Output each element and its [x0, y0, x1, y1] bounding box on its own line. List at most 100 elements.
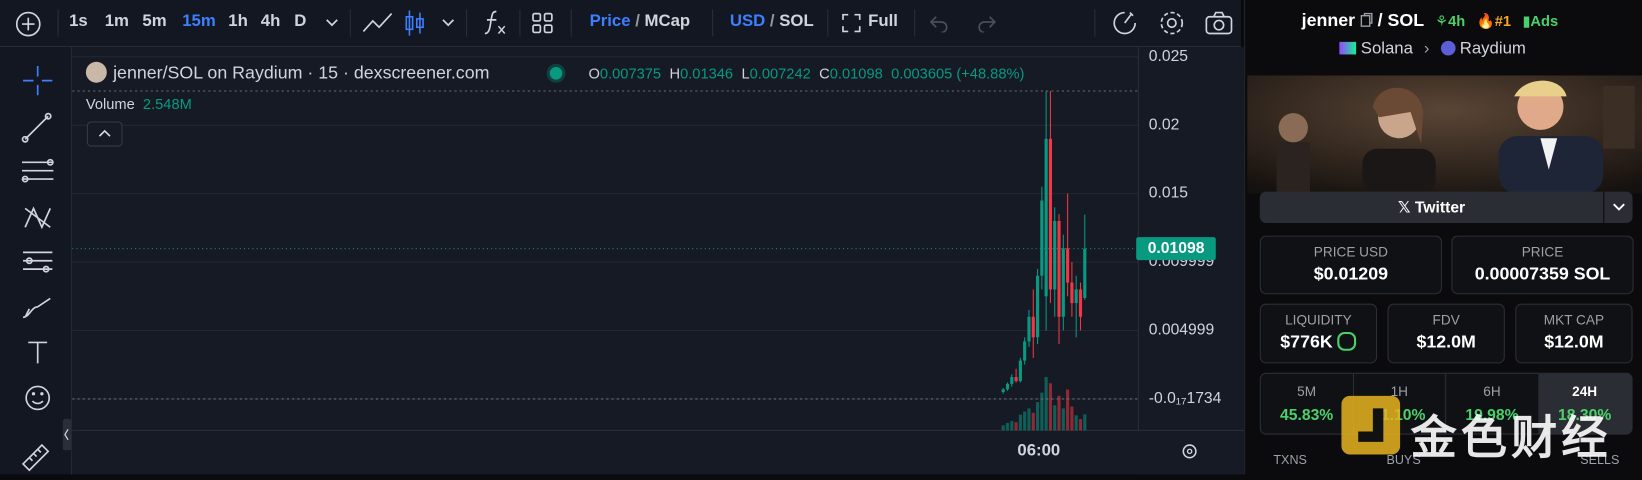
crosshair-tool[interactable]	[23, 65, 53, 96]
interval-button[interactable]: D	[294, 12, 307, 31]
legend-row: jenner/SOL on Raydium · 15 · dexscreener…	[85, 61, 490, 84]
candle-body	[1014, 377, 1018, 382]
mcap-option[interactable]: MCap	[644, 12, 691, 31]
measure-tool[interactable]	[21, 443, 50, 472]
volume-bar	[1066, 389, 1070, 431]
price-mcap-toggle[interactable]: Price / MCap	[590, 13, 691, 32]
volume-bar	[1014, 422, 1018, 431]
dex-name[interactable]: Raydium	[1459, 39, 1526, 58]
collapse-chevron	[98, 129, 111, 137]
drawing-toolbar	[0, 47, 73, 475]
y-tick-label: 0.015	[1149, 185, 1189, 202]
settings-icon[interactable]	[1158, 9, 1185, 36]
ohlc-values: O0.007375 H0.01346 L0.007242 C0.01098 0.0036…	[589, 65, 1025, 82]
undo-icon[interactable]	[929, 14, 950, 33]
volume-legend: Volume 2.548M	[86, 95, 192, 112]
candle-body	[1048, 138, 1053, 290]
interval-button[interactable]: 15m	[182, 12, 216, 31]
brush-tool[interactable]	[22, 297, 51, 319]
interval-button[interactable]: 1h	[228, 12, 248, 31]
pair-sidebar: jenner / SOL ⚘4h 🔥#1 ▮Ads Solana › Raydi…	[1244, 0, 1642, 475]
candle-body	[1018, 360, 1022, 382]
candle-body	[1078, 289, 1083, 317]
token-header-image	[1247, 75, 1642, 194]
mkt-cap-label: MKT CAP	[1543, 312, 1605, 328]
change-tab[interactable]: 24H 18.30%	[1538, 373, 1632, 434]
text-tool[interactable]	[28, 341, 48, 364]
liquidity-value-row: $776K	[1261, 331, 1376, 353]
liquidity-value: $776K	[1280, 331, 1333, 352]
currency-toggle[interactable]: USD / SOL	[730, 13, 814, 32]
dropdown-chevron	[1613, 203, 1625, 211]
fdv-label: FDV	[1432, 312, 1460, 328]
ohlc-change: 0.003605 (+48.88%)	[891, 64, 1025, 82]
price-value: 0.00007359 SOL	[1474, 263, 1611, 284]
price-usd-label: PRICE USD	[1313, 243, 1388, 260]
lock-icon	[1337, 331, 1357, 351]
candle-body	[1083, 248, 1087, 298]
add-indicator-icon[interactable]	[15, 10, 42, 37]
price-option[interactable]: Price	[589, 12, 631, 31]
candle-body	[1001, 389, 1005, 393]
pair-title: jenner / SOL ⚘4h 🔥#1 ▮Ads	[1302, 10, 1558, 31]
socials-dropdown[interactable]	[1603, 191, 1633, 224]
indicators-icon[interactable]	[482, 8, 509, 37]
twitter-button[interactable]: 𝕏 Twitter	[1259, 191, 1633, 224]
collapse-legend-button[interactable]	[86, 121, 123, 147]
liquidity-box: LIQUIDITY $776K	[1259, 303, 1378, 364]
pattern-tool[interactable]	[24, 206, 52, 230]
collapse-tab[interactable]	[62, 418, 72, 451]
y-tick-label: 0.025	[1149, 48, 1189, 65]
candle-body	[1053, 220, 1057, 290]
axis-settings-icon[interactable]	[1182, 444, 1197, 459]
interval-button[interactable]: 1s	[69, 12, 88, 31]
chart-type-dropdown[interactable]	[441, 17, 456, 30]
usd-option[interactable]: USD	[729, 12, 766, 31]
sells-header: SELLS	[1580, 452, 1620, 468]
fullscreen-icon[interactable]	[842, 13, 861, 33]
candle-chart-icon[interactable]	[403, 8, 426, 37]
solana-icon	[1339, 41, 1357, 55]
mkt-cap-value: $12.0M	[1544, 331, 1604, 352]
ohlc-value: 0.007242	[749, 64, 811, 82]
volume-bar	[1048, 383, 1053, 431]
interval-button[interactable]: 1m	[104, 12, 129, 31]
quote-symbol: / SOL	[1377, 10, 1424, 31]
ads-label: Ads	[1530, 12, 1559, 30]
fdv-value: $12.0M	[1416, 331, 1476, 352]
redo-icon[interactable]	[976, 14, 997, 33]
interval-dropdown[interactable]	[325, 17, 340, 30]
y-tick-label: -0.0₁₇1734	[1149, 390, 1222, 407]
screenshot-icon[interactable]	[1204, 10, 1233, 35]
emoji-tool[interactable]	[25, 385, 51, 411]
replay-icon[interactable]	[1111, 9, 1138, 36]
ohlc-value: 0.007375	[599, 64, 662, 82]
fullscreen-button[interactable]: Full	[868, 12, 898, 31]
change-tab[interactable]: 6H 19.98%	[1446, 373, 1539, 434]
ohlc-key: H	[669, 64, 681, 82]
change-tab[interactable]: 5M 45.83%	[1261, 373, 1354, 434]
last-price-label: 0.01098	[1148, 240, 1205, 257]
interval-button[interactable]: 5m	[142, 12, 167, 31]
change-period: 6H	[1483, 383, 1501, 399]
chain-name[interactable]: Solana	[1360, 39, 1413, 58]
slash: /	[769, 12, 775, 31]
price-axis-bg	[1138, 47, 1245, 475]
separator	[1094, 9, 1096, 37]
fib-tool[interactable]	[21, 158, 54, 183]
copy-icon[interactable]	[1360, 12, 1373, 28]
twitter-link[interactable]: 𝕏 Twitter	[1397, 198, 1466, 217]
layout-icon[interactable]	[531, 12, 554, 35]
mkt-cap-box: MKT CAP $12.0M	[1515, 303, 1633, 364]
sol-option[interactable]: SOL	[779, 12, 814, 31]
trend-line-tool[interactable]	[21, 112, 52, 143]
interval-button[interactable]: 4h	[260, 12, 281, 31]
volume-bar	[1070, 406, 1074, 431]
volume-bar	[1031, 412, 1035, 431]
slash: /	[635, 12, 640, 31]
separator	[465, 9, 468, 37]
last-price-badge	[1136, 237, 1216, 261]
line-chart-icon[interactable]	[361, 10, 395, 35]
volume-bar	[1001, 425, 1005, 431]
prediction-tool[interactable]	[23, 251, 53, 273]
